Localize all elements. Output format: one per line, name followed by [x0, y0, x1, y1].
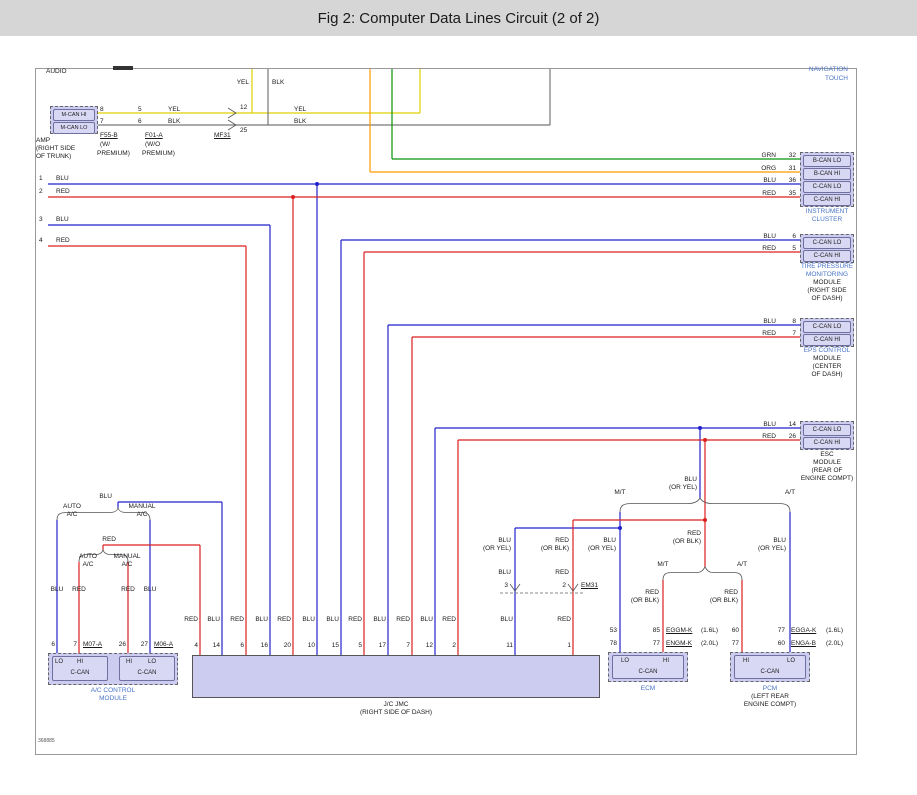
- connector-row: M-CAN HI: [53, 109, 95, 121]
- connector-row: C-CAN HI: [803, 250, 851, 262]
- amp-connector: M-CAN HI M-CAN LO: [50, 106, 98, 134]
- pcm-box: HI LO C-CAN: [730, 652, 810, 682]
- pin-label-lo: LO: [621, 658, 630, 664]
- connector-row: C-CAN LO: [803, 321, 851, 333]
- em31-chevrons: [509, 583, 579, 592]
- ecm-connector: LO HI C-CAN: [612, 655, 684, 679]
- ccan-label: C-CAN: [760, 669, 780, 675]
- ccan-label: C-CAN: [70, 670, 90, 676]
- pin-label-lo: LO: [787, 658, 796, 664]
- connector-row: B-CAN LO: [803, 155, 851, 167]
- pin-label-lo: LO: [55, 659, 64, 665]
- connector-row: C-CAN LO: [803, 424, 851, 436]
- red-wires: [48, 196, 800, 655]
- tpms-connector: C-CAN LO C-CAN HI: [800, 234, 854, 263]
- page-title: Fig 2: Computer Data Lines Circuit (2 of…: [317, 9, 600, 27]
- acm-connector-left: LO HI C-CAN: [52, 656, 108, 681]
- junction-dots: [198, 182, 707, 686]
- jmc-junction-box: [192, 655, 600, 698]
- pin-label-hi: HI: [743, 658, 749, 664]
- green-wire: [391, 69, 800, 160]
- border-tick: [113, 66, 133, 70]
- branch-brace-marks: [56, 497, 791, 581]
- title-bar: Fig 2: Computer Data Lines Circuit (2 of…: [0, 0, 917, 36]
- connector-row: C-CAN LO: [803, 181, 851, 193]
- ccan-label: C-CAN: [137, 670, 157, 676]
- connector-row: B-CAN HI: [803, 168, 851, 180]
- eps-connector: C-CAN LO C-CAN HI: [800, 318, 854, 347]
- pin-label-lo: LO: [148, 659, 157, 665]
- acm-connector-right: HI LO C-CAN: [119, 656, 175, 681]
- connector-row: C-CAN HI: [803, 194, 851, 206]
- orange-wire: [369, 69, 800, 173]
- instrument-cluster-connector: B-CAN LO B-CAN HI C-CAN LO C-CAN HI: [800, 152, 854, 207]
- mf31-chevrons: [227, 107, 237, 131]
- pin-label-hi: HI: [77, 659, 83, 665]
- connector-row: C-CAN HI: [803, 437, 851, 449]
- connector-row: C-CAN LO: [803, 237, 851, 249]
- connector-row: M-CAN LO: [53, 122, 95, 134]
- pin-label-hi: HI: [126, 659, 132, 665]
- ac-control-module-box: LO HI C-CAN HI LO C-CAN: [48, 653, 178, 685]
- blue-wires: [48, 183, 800, 655]
- esc-connector: C-CAN LO C-CAN HI: [800, 421, 854, 450]
- ccan-label: C-CAN: [638, 669, 658, 675]
- diagram-canvas: [35, 68, 857, 755]
- pin-label-hi: HI: [663, 658, 669, 664]
- connector-row: C-CAN HI: [803, 334, 851, 346]
- yellow-wires: [97, 69, 421, 114]
- pcm-connector: HI LO C-CAN: [734, 655, 806, 679]
- ecm-box: LO HI C-CAN: [608, 652, 688, 682]
- black-wires: [97, 69, 551, 126]
